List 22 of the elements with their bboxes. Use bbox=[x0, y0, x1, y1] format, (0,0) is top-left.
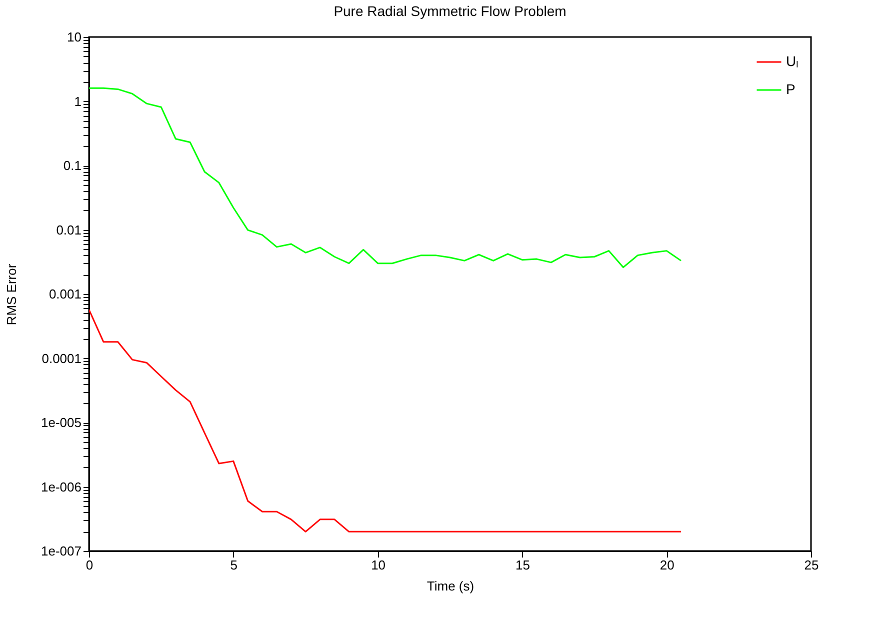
line-series bbox=[89, 308, 682, 532]
line-series bbox=[89, 87, 682, 268]
x-tick-label: 5 bbox=[230, 558, 238, 572]
chart-title: Pure Radial Symmetric Flow Problem bbox=[334, 3, 566, 19]
y-tick-label: 0.0001 bbox=[42, 350, 82, 366]
x-tick-label: 15 bbox=[515, 558, 530, 572]
y-tick-label: 1e-007 bbox=[41, 544, 82, 558]
x-tick-label: 10 bbox=[371, 558, 386, 572]
legend-label: P bbox=[786, 81, 796, 97]
y-tick-label: 10 bbox=[67, 30, 82, 44]
y-tick-label: 1e-005 bbox=[41, 415, 82, 430]
x-tick-label: 25 bbox=[804, 558, 819, 572]
x-axis-title: Time (s) bbox=[426, 578, 474, 594]
y-tick-label: 1e-006 bbox=[41, 479, 82, 494]
y-tick-label: 0.001 bbox=[48, 286, 82, 302]
x-tick-label: 0 bbox=[86, 558, 94, 572]
y-tick-label: 0.01 bbox=[56, 222, 82, 238]
legend-label: Uₗ bbox=[786, 53, 798, 69]
y-tick-label: 1 bbox=[74, 94, 82, 109]
y-tick-label: 0.1 bbox=[63, 158, 82, 173]
y-axis-title: RMS Error bbox=[4, 263, 20, 326]
x-tick-label: 20 bbox=[660, 558, 674, 572]
